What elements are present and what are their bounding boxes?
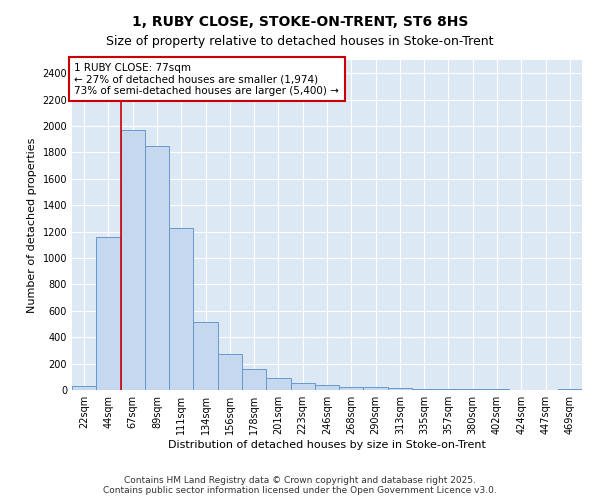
Bar (242, 369, 266, 390)
Bar (412, 388, 436, 390)
Y-axis label: Number of detached properties: Number of detached properties (27, 138, 37, 312)
Bar (121, 130, 145, 390)
Bar (339, 386, 364, 390)
Text: Contains HM Land Registry data © Crown copyright and database right 2025.
Contai: Contains HM Land Registry data © Crown c… (103, 476, 497, 495)
Bar (290, 384, 315, 390)
Bar (145, 146, 169, 390)
Bar (193, 322, 218, 390)
Bar (266, 378, 290, 390)
Bar (218, 354, 242, 390)
Text: 1 RUBY CLOSE: 77sqm
← 27% of detached houses are smaller (1,974)
73% of semi-det: 1 RUBY CLOSE: 77sqm ← 27% of detached ho… (74, 62, 340, 96)
Text: 1, RUBY CLOSE, STOKE-ON-TRENT, ST6 8HS: 1, RUBY CLOSE, STOKE-ON-TRENT, ST6 8HS (132, 15, 468, 29)
Bar (169, 228, 193, 390)
Bar (364, 388, 388, 390)
X-axis label: Distribution of detached houses by size in Stoke-on-Trent: Distribution of detached houses by size … (168, 440, 486, 450)
Bar (388, 388, 412, 390)
Bar (72, 386, 96, 390)
Bar (315, 384, 339, 390)
Text: Size of property relative to detached houses in Stoke-on-Trent: Size of property relative to detached ho… (106, 35, 494, 48)
Bar (96, 237, 121, 390)
